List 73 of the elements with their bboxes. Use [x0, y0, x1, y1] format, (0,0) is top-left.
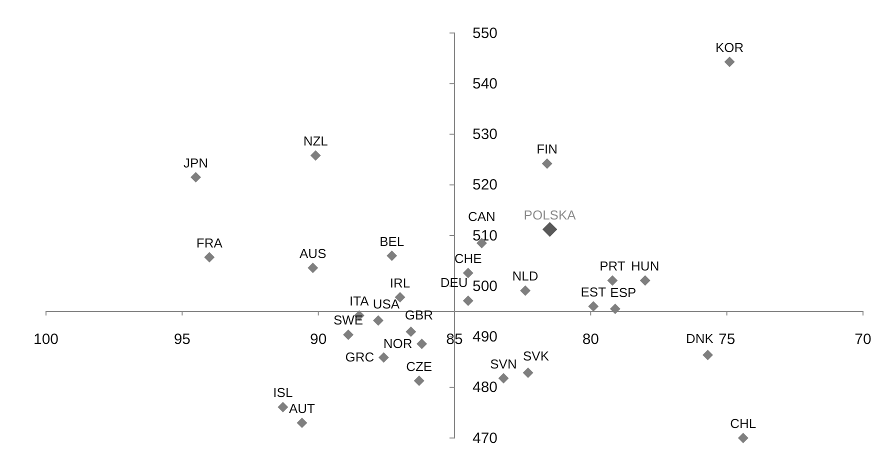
data-label: FRA — [196, 235, 223, 250]
data-label: AUT — [288, 400, 316, 416]
data-label: NLD — [512, 268, 538, 284]
point — [610, 304, 620, 314]
point — [378, 352, 389, 363]
data-label: GBR — [404, 308, 434, 323]
point — [607, 275, 618, 286]
point — [406, 326, 416, 337]
y-tick-label: 500 — [472, 278, 498, 295]
x-tick-label: 100 — [33, 331, 59, 348]
y-tick-label: 470 — [472, 430, 498, 447]
y-tick-label: 510 — [472, 227, 498, 244]
data-label: SVK — [523, 348, 550, 364]
data-label: SWE — [333, 312, 364, 328]
data-label: SVN — [490, 356, 517, 372]
data-label: POLSKA — [524, 207, 576, 222]
point — [308, 262, 318, 274]
point — [724, 56, 735, 68]
data-label: PRT — [600, 258, 626, 274]
data-label: HUN — [631, 258, 660, 274]
point — [414, 376, 424, 386]
data-label: ESP — [610, 284, 636, 300]
point — [278, 402, 288, 412]
point — [310, 150, 321, 161]
data-label: JPN — [184, 155, 208, 170]
y-tick-label: 540 — [472, 75, 498, 92]
data-label: FIN — [536, 142, 558, 157]
data-label: DNK — [686, 330, 714, 346]
point — [416, 338, 428, 350]
point — [373, 315, 384, 326]
data-label: USA — [372, 296, 400, 312]
point — [588, 301, 599, 312]
data-label: CZE — [406, 358, 432, 374]
data-label: DEU — [440, 274, 468, 290]
point — [702, 350, 714, 360]
data-label: ITA — [350, 293, 370, 308]
point — [343, 329, 354, 340]
y-tick-label: 550 — [472, 24, 498, 42]
data-label: NOR — [383, 336, 412, 351]
data-label: CHL — [730, 416, 756, 431]
point — [462, 296, 474, 306]
point — [738, 432, 748, 444]
point — [522, 367, 534, 378]
x-tick-label: 90 — [310, 331, 327, 348]
data-label: NZL — [303, 134, 328, 149]
data-label: ISL — [273, 385, 293, 400]
data-label: CAN — [468, 209, 496, 224]
y-tick-label: 530 — [472, 126, 498, 144]
point — [386, 250, 398, 261]
data-label: GRC — [345, 350, 374, 365]
point — [498, 373, 509, 384]
point — [520, 285, 531, 296]
point — [204, 252, 215, 263]
point — [542, 222, 558, 237]
data-label: KOR — [715, 40, 744, 55]
x-tick-label: 70 — [854, 331, 872, 348]
point — [296, 418, 308, 428]
x-tick-label: 80 — [582, 331, 600, 348]
point — [190, 172, 202, 183]
x-tick-label: 95 — [174, 331, 191, 348]
x-tick-label: 85 — [446, 331, 463, 348]
x-tick-label: 75 — [718, 331, 736, 348]
y-tick-label: 520 — [472, 176, 498, 194]
data-label: AUS — [300, 246, 327, 261]
data-label: IRL — [390, 275, 410, 290]
point — [542, 158, 552, 169]
data-label: CHE — [454, 250, 482, 266]
y-tick-label: 490 — [472, 328, 498, 346]
point — [462, 268, 474, 278]
y-tick-label: 480 — [472, 379, 498, 396]
data-label: BEL — [380, 234, 404, 249]
data-label: EST — [580, 284, 606, 300]
point — [640, 275, 650, 286]
